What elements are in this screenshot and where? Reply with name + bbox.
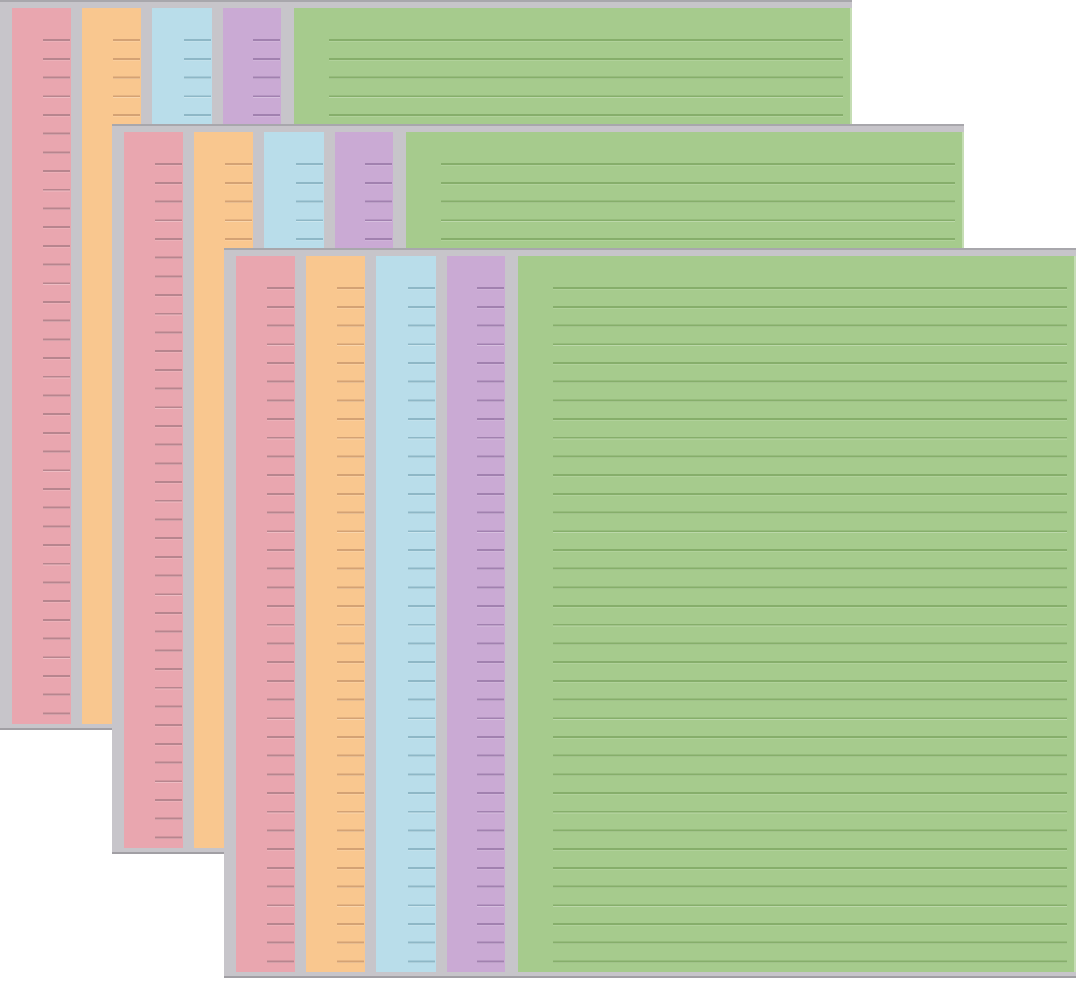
- pink-strip-pad: [236, 256, 295, 972]
- orange-strip-pad: [306, 256, 365, 972]
- ruled-lines: [553, 271, 1067, 966]
- ruled-lines: [43, 23, 70, 722]
- ruled-lines: [155, 147, 182, 846]
- blue-strip-pad: [376, 256, 436, 972]
- notepad-set-front: [224, 248, 1076, 978]
- ruled-lines: [337, 271, 364, 970]
- green-notepad: [518, 256, 1076, 972]
- ruled-lines: [408, 271, 435, 970]
- pink-strip-pad: [124, 132, 183, 848]
- pink-strip-pad: [12, 8, 71, 724]
- purple-strip-pad: [447, 256, 505, 972]
- ruled-lines: [267, 271, 294, 970]
- ruled-lines: [477, 271, 504, 970]
